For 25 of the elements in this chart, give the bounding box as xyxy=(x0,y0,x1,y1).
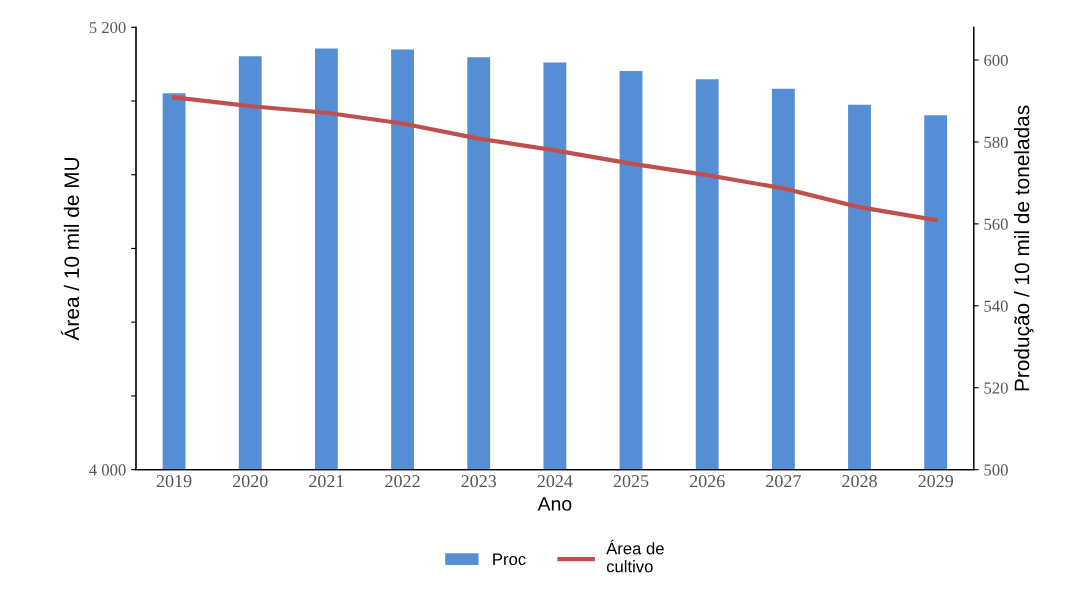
y2-tick-label: 580 xyxy=(984,136,1008,148)
y2-tick-label: 540 xyxy=(984,300,1008,312)
y2-tick-label: 600 xyxy=(984,54,1008,66)
x-tick-label: 2024 xyxy=(537,475,573,488)
x-tick-label: 2028 xyxy=(842,475,877,488)
x-tick-label: 2020 xyxy=(232,475,268,488)
x-tick-label: 2023 xyxy=(461,475,497,488)
x-tick-label: 2021 xyxy=(309,475,344,488)
legend-label: Proc xyxy=(493,553,526,566)
legend-label: Área de cultivo xyxy=(606,539,664,573)
x-tick-label: 2026 xyxy=(689,475,725,488)
y2-tick-label: 500 xyxy=(984,464,1008,476)
y-tick-label: 4 000 xyxy=(89,464,126,476)
x-tick-label: 2025 xyxy=(613,475,649,488)
y-axis-title: Área / 10 mil de MU xyxy=(60,158,80,341)
x-axis-title: Ano xyxy=(537,497,572,511)
x-tick-label: 2029 xyxy=(918,475,953,488)
x-tick-label: 2019 xyxy=(156,475,192,488)
y2-tick-label: 560 xyxy=(984,218,1008,230)
y-tick-label: 5 200 xyxy=(89,21,126,34)
y2-axis-title: Produção / 10 mil de toneladas xyxy=(1014,105,1034,391)
line-series xyxy=(171,95,938,223)
x-tick-label: 2022 xyxy=(385,475,420,488)
x-tick-label: 2027 xyxy=(766,475,801,488)
y2-tick-label: 520 xyxy=(984,382,1008,394)
